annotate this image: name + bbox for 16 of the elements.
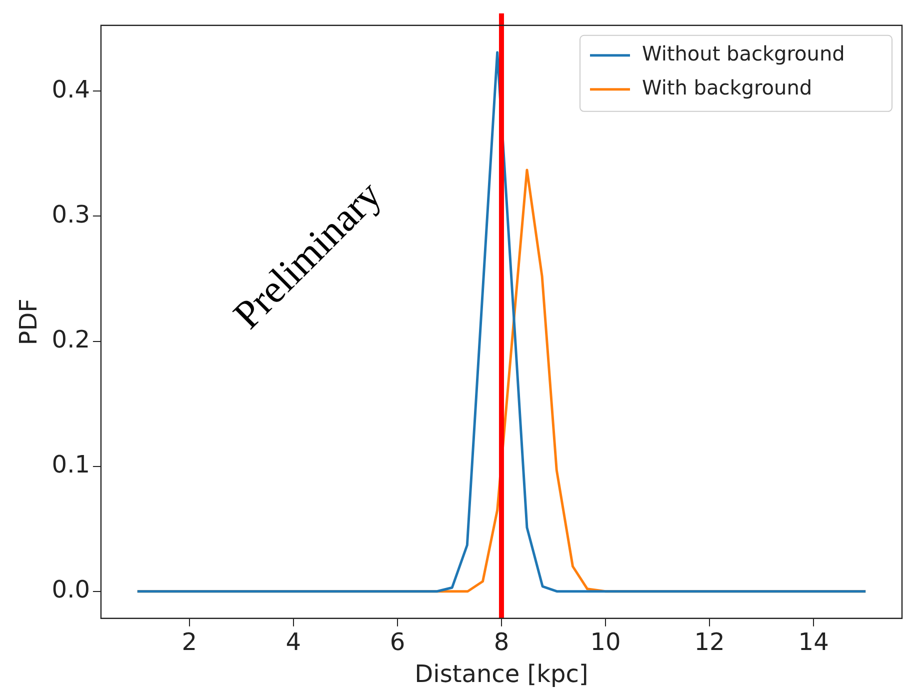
x-tick-label: 10	[590, 628, 621, 656]
y-tick-label: 0.2	[52, 326, 90, 354]
x-axis-title: Distance [kpc]	[414, 660, 588, 688]
x-tick-label: 4	[286, 628, 302, 656]
x-tick-label: 2	[182, 628, 198, 656]
legend-label: With background	[642, 76, 812, 100]
legend-label: Without background	[642, 42, 845, 66]
y-tick-label: 0.1	[52, 450, 90, 479]
y-tick-label: 0.3	[52, 200, 90, 228]
x-tick-label: 8	[494, 628, 510, 656]
x-tick-label: 12	[694, 628, 725, 656]
y-axis-title: PDF	[14, 298, 43, 346]
y-tick-label: 0.0	[52, 576, 90, 604]
x-tick-label: 14	[798, 628, 829, 656]
y-tick-label: 0.4	[52, 75, 90, 104]
x-tick-label: 6	[390, 628, 406, 656]
